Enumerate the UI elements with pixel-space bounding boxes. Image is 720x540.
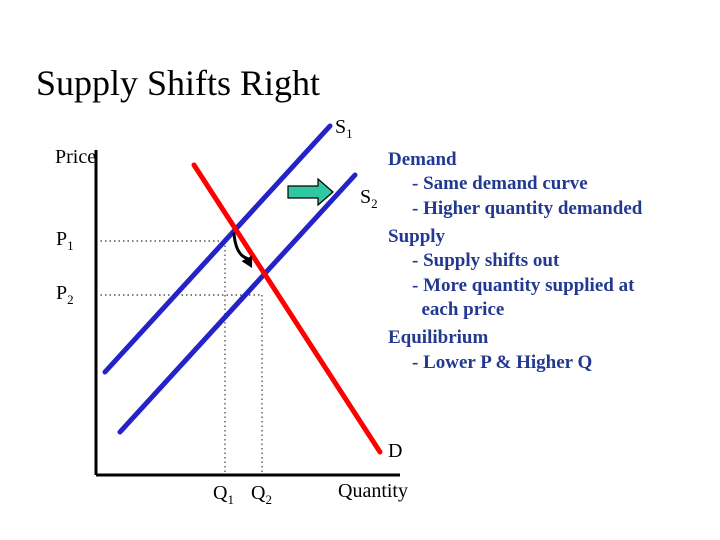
notes-item: - Same demand curve [388, 172, 708, 196]
notes-item: each price [388, 298, 708, 322]
notes-item: - More quantity supplied at [388, 274, 708, 298]
explanation-notes: Demand- Same demand curve- Higher quanti… [388, 144, 708, 375]
notes-item: - Supply shifts out [388, 249, 708, 273]
notes-item: - Higher quantity demanded [388, 197, 708, 221]
notes-header: Equilibrium [388, 326, 708, 350]
notes-item: - Lower P & Higher Q [388, 351, 708, 375]
notes-header: Supply [388, 225, 708, 249]
notes-header: Demand [388, 148, 708, 172]
